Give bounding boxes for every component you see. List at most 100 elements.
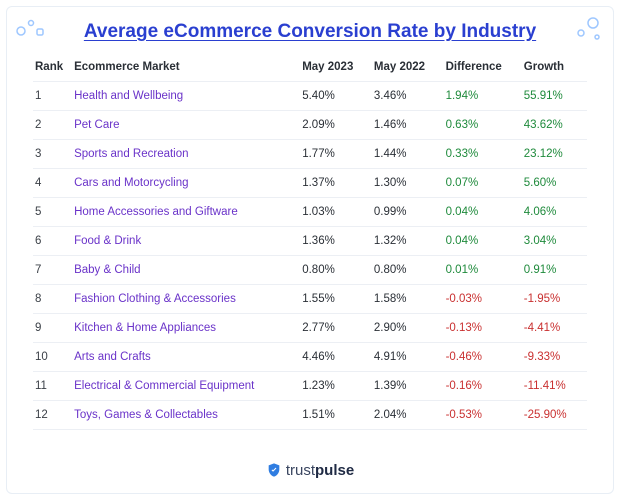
cell-difference: 0.07% xyxy=(444,169,522,198)
cell-may2022: 1.30% xyxy=(372,169,444,198)
cell-growth: -11.41% xyxy=(522,372,587,401)
cell-may2022: 1.44% xyxy=(372,140,444,169)
cell-growth: 3.04% xyxy=(522,227,587,256)
cell-may2023: 1.36% xyxy=(300,227,372,256)
cell-market: Pet Care xyxy=(72,111,300,140)
cell-may2022: 0.80% xyxy=(372,256,444,285)
table-row: 12Toys, Games & Collectables1.51%2.04%-0… xyxy=(33,401,587,430)
cell-may2023: 1.23% xyxy=(300,372,372,401)
cell-growth: 23.12% xyxy=(522,140,587,169)
cell-difference: 0.01% xyxy=(444,256,522,285)
cell-difference: 0.04% xyxy=(444,198,522,227)
table-row: 6Food & Drink1.36%1.32%0.04%3.04% xyxy=(33,227,587,256)
brand-logo: trustpulse xyxy=(266,462,354,479)
col-may2022: May 2022 xyxy=(372,53,444,82)
cell-growth: 5.60% xyxy=(522,169,587,198)
cell-may2023: 0.80% xyxy=(300,256,372,285)
cell-may2023: 1.51% xyxy=(300,401,372,430)
cell-difference: -0.13% xyxy=(444,314,522,343)
table-header-row: Rank Ecommerce Market May 2023 May 2022 … xyxy=(33,53,587,82)
cell-may2023: 5.40% xyxy=(300,82,372,111)
cell-growth: -4.41% xyxy=(522,314,587,343)
cell-difference: -0.53% xyxy=(444,401,522,430)
cell-may2023: 1.77% xyxy=(300,140,372,169)
cell-market: Fashion Clothing & Accessories xyxy=(72,285,300,314)
cell-market: Food & Drink xyxy=(72,227,300,256)
cell-market: Arts and Crafts xyxy=(72,343,300,372)
cell-may2023: 4.46% xyxy=(300,343,372,372)
cell-may2023: 2.77% xyxy=(300,314,372,343)
shield-check-icon xyxy=(266,462,282,478)
cell-market: Toys, Games & Collectables xyxy=(72,401,300,430)
cell-market: Electrical & Commercial Equipment xyxy=(72,372,300,401)
cell-difference: 0.33% xyxy=(444,140,522,169)
cell-may2022: 1.32% xyxy=(372,227,444,256)
table-row: 2Pet Care2.09%1.46%0.63%43.62% xyxy=(33,111,587,140)
cell-rank: 1 xyxy=(33,82,72,111)
table-row: 9Kitchen & Home Appliances2.77%2.90%-0.1… xyxy=(33,314,587,343)
cell-growth: 0.91% xyxy=(522,256,587,285)
cell-may2022: 0.99% xyxy=(372,198,444,227)
cell-may2022: 1.39% xyxy=(372,372,444,401)
cell-rank: 11 xyxy=(33,372,72,401)
cell-rank: 9 xyxy=(33,314,72,343)
cell-rank: 3 xyxy=(33,140,72,169)
cell-may2022: 4.91% xyxy=(372,343,444,372)
cell-growth: -25.90% xyxy=(522,401,587,430)
cell-difference: -0.46% xyxy=(444,343,522,372)
cell-market: Home Accessories and Giftware xyxy=(72,198,300,227)
table-row: 7Baby & Child0.80%0.80%0.01%0.91% xyxy=(33,256,587,285)
col-may2023: May 2023 xyxy=(300,53,372,82)
cell-difference: -0.16% xyxy=(444,372,522,401)
cell-may2023: 1.37% xyxy=(300,169,372,198)
cell-growth: 4.06% xyxy=(522,198,587,227)
cell-market: Kitchen & Home Appliances xyxy=(72,314,300,343)
cell-rank: 6 xyxy=(33,227,72,256)
cell-growth: 55.91% xyxy=(522,82,587,111)
cell-growth: -1.95% xyxy=(522,285,587,314)
cell-rank: 8 xyxy=(33,285,72,314)
cell-may2022: 2.90% xyxy=(372,314,444,343)
cell-may2022: 3.46% xyxy=(372,82,444,111)
cell-may2023: 1.55% xyxy=(300,285,372,314)
cell-difference: 0.04% xyxy=(444,227,522,256)
table-row: 4Cars and Motorcycling1.37%1.30%0.07%5.6… xyxy=(33,169,587,198)
cell-may2023: 1.03% xyxy=(300,198,372,227)
page-title: Average eCommerce Conversion Rate by Ind… xyxy=(84,21,536,43)
cell-rank: 4 xyxy=(33,169,72,198)
brand-text-light: trust xyxy=(286,462,315,479)
cell-market: Cars and Motorcycling xyxy=(72,169,300,198)
cell-may2022: 2.04% xyxy=(372,401,444,430)
card: Average eCommerce Conversion Rate by Ind… xyxy=(6,6,614,494)
table-row: 1Health and Wellbeing5.40%3.46%1.94%55.9… xyxy=(33,82,587,111)
cell-growth: 43.62% xyxy=(522,111,587,140)
table-row: 11Electrical & Commercial Equipment1.23%… xyxy=(33,372,587,401)
col-growth: Growth xyxy=(522,53,587,82)
col-difference: Difference xyxy=(444,53,522,82)
cell-market: Health and Wellbeing xyxy=(72,82,300,111)
col-rank: Rank xyxy=(33,53,72,82)
title-wrap: Average eCommerce Conversion Rate by Ind… xyxy=(33,21,587,43)
conversion-table: Rank Ecommerce Market May 2023 May 2022 … xyxy=(33,53,587,430)
cell-difference: 0.63% xyxy=(444,111,522,140)
cell-rank: 5 xyxy=(33,198,72,227)
cell-rank: 12 xyxy=(33,401,72,430)
table-row: 5Home Accessories and Giftware1.03%0.99%… xyxy=(33,198,587,227)
table-row: 8Fashion Clothing & Accessories1.55%1.58… xyxy=(33,285,587,314)
cell-may2022: 1.58% xyxy=(372,285,444,314)
cell-may2023: 2.09% xyxy=(300,111,372,140)
col-market: Ecommerce Market xyxy=(72,53,300,82)
cell-rank: 10 xyxy=(33,343,72,372)
cell-growth: -9.33% xyxy=(522,343,587,372)
brand-text-bold: pulse xyxy=(315,462,354,479)
cell-may2022: 1.46% xyxy=(372,111,444,140)
table-row: 3Sports and Recreation1.77%1.44%0.33%23.… xyxy=(33,140,587,169)
cell-difference: 1.94% xyxy=(444,82,522,111)
footer: trustpulse xyxy=(7,462,613,484)
cell-market: Baby & Child xyxy=(72,256,300,285)
cell-rank: 7 xyxy=(33,256,72,285)
cell-difference: -0.03% xyxy=(444,285,522,314)
table-row: 10Arts and Crafts4.46%4.91%-0.46%-9.33% xyxy=(33,343,587,372)
cell-market: Sports and Recreation xyxy=(72,140,300,169)
cell-rank: 2 xyxy=(33,111,72,140)
